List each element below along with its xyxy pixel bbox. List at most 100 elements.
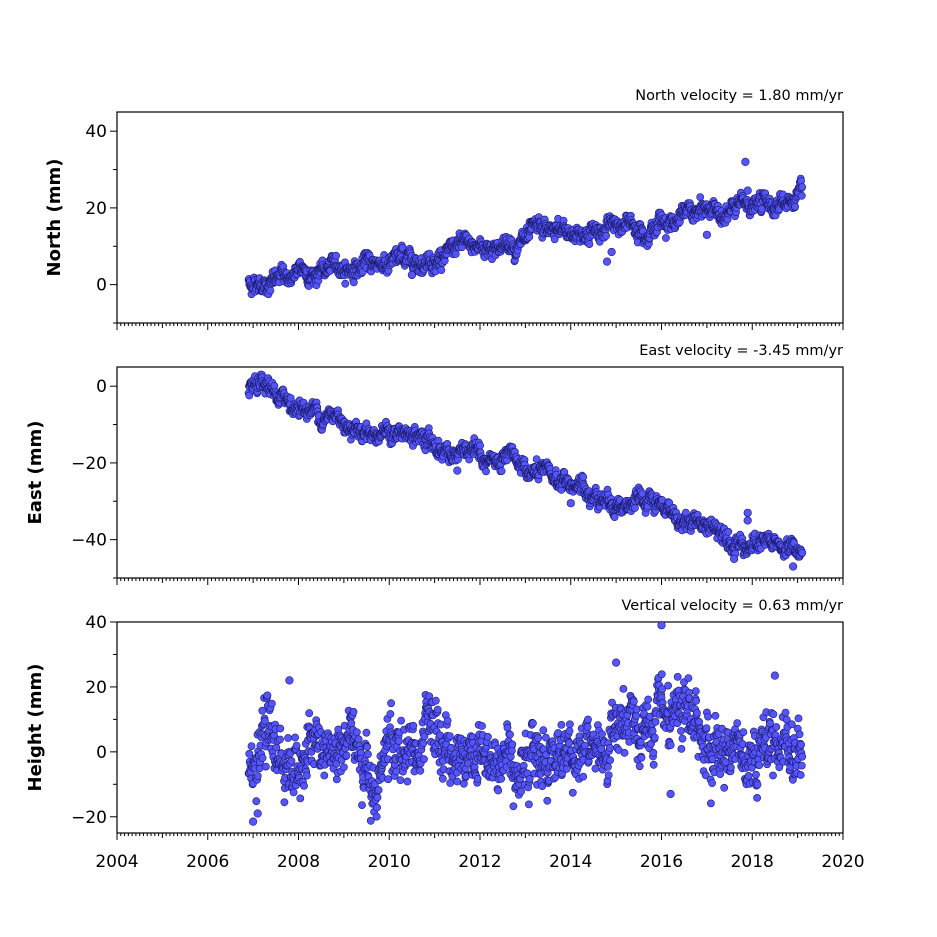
panel-title: North velocity = 1.80 mm/yr bbox=[635, 88, 843, 104]
data-point bbox=[684, 674, 693, 682]
data-point bbox=[296, 794, 305, 803]
data-point bbox=[258, 754, 267, 762]
data-point bbox=[267, 699, 276, 708]
data-point-outlier bbox=[607, 247, 616, 257]
data-point bbox=[566, 720, 574, 729]
data-point bbox=[302, 771, 311, 780]
data-point-outlier bbox=[743, 516, 752, 525]
data-point bbox=[341, 279, 350, 288]
data-point-outlier bbox=[253, 809, 262, 818]
y-axis-label: North (mm) bbox=[44, 159, 65, 277]
data-point bbox=[374, 786, 383, 794]
data-point bbox=[392, 767, 401, 776]
data-point bbox=[733, 719, 742, 727]
data-point bbox=[266, 286, 275, 295]
data-point-outlier bbox=[743, 186, 752, 195]
data-points bbox=[244, 157, 807, 299]
data-point bbox=[704, 712, 712, 721]
data-point bbox=[752, 770, 760, 779]
data-point bbox=[798, 183, 807, 191]
data-point-outlier bbox=[657, 621, 666, 630]
east-panel: 0 −20 −40 East velocity = -3.45 mm/yr East (… bbox=[25, 343, 844, 585]
data-point bbox=[403, 777, 412, 786]
data-point bbox=[494, 786, 503, 795]
data-point bbox=[565, 727, 574, 735]
data-point bbox=[581, 741, 589, 750]
data-point bbox=[720, 783, 729, 792]
data-point-outlier bbox=[602, 257, 612, 266]
data-point bbox=[565, 739, 573, 748]
data-point bbox=[797, 191, 806, 200]
data-point bbox=[362, 728, 371, 737]
data-point bbox=[673, 673, 682, 681]
data-point bbox=[539, 726, 548, 735]
y-tick-label: −20 bbox=[71, 808, 107, 828]
data-point bbox=[651, 718, 660, 726]
data-point bbox=[478, 722, 486, 730]
data-point bbox=[506, 730, 514, 739]
data-point bbox=[332, 251, 340, 260]
y-tick-label: 20 bbox=[85, 678, 107, 698]
data-point bbox=[482, 467, 490, 476]
data-point bbox=[727, 763, 735, 772]
y-tick-label: −40 bbox=[71, 531, 107, 551]
data-point bbox=[798, 752, 807, 761]
data-point bbox=[739, 728, 748, 736]
data-point bbox=[529, 719, 537, 728]
data-point bbox=[797, 740, 805, 749]
data-point bbox=[459, 779, 468, 788]
data-point bbox=[550, 235, 559, 244]
data-point bbox=[332, 775, 341, 784]
y-tick-label: 0 bbox=[96, 377, 107, 397]
data-point bbox=[363, 743, 371, 751]
data-point bbox=[358, 801, 366, 809]
data-point bbox=[692, 696, 701, 705]
data-point bbox=[796, 771, 805, 779]
panel-title: East velocity = -3.45 mm/yr bbox=[639, 343, 843, 359]
data-point bbox=[247, 742, 256, 750]
data-point bbox=[602, 231, 610, 240]
y-axis-label: East (mm) bbox=[25, 421, 46, 525]
data-point bbox=[724, 527, 733, 536]
data-point bbox=[781, 708, 790, 717]
data-point-outlier bbox=[702, 230, 712, 239]
data-point bbox=[591, 764, 600, 773]
data-point bbox=[637, 753, 646, 762]
y-tick-label: 40 bbox=[85, 613, 107, 633]
data-point bbox=[284, 734, 292, 742]
data-point bbox=[532, 455, 541, 463]
y-tick-label: −20 bbox=[71, 454, 107, 474]
data-point bbox=[476, 441, 484, 450]
data-point-outlier bbox=[453, 466, 462, 475]
data-point-outlier bbox=[407, 270, 417, 280]
data-point bbox=[431, 696, 440, 705]
data-point bbox=[583, 723, 592, 731]
data-point bbox=[396, 776, 405, 784]
data-point bbox=[664, 681, 672, 690]
data-point bbox=[483, 733, 492, 741]
data-point bbox=[438, 774, 447, 783]
data-point bbox=[289, 788, 298, 797]
data-point bbox=[419, 739, 428, 748]
data-point bbox=[557, 721, 566, 729]
data-point bbox=[610, 513, 619, 521]
data-point bbox=[497, 467, 506, 475]
y-tick-label: 20 bbox=[85, 199, 107, 219]
data-point bbox=[354, 735, 363, 744]
data-point bbox=[473, 775, 482, 783]
data-point bbox=[373, 793, 382, 802]
data-point bbox=[643, 702, 652, 711]
data-point bbox=[320, 771, 329, 780]
data-point bbox=[666, 741, 675, 749]
data-point bbox=[261, 762, 270, 771]
data-point bbox=[631, 504, 639, 512]
data-point bbox=[744, 772, 753, 780]
data-point-outlier bbox=[729, 554, 739, 563]
data-point bbox=[798, 548, 807, 557]
data-point bbox=[696, 193, 705, 201]
data-point bbox=[769, 710, 778, 719]
data-point bbox=[349, 708, 358, 716]
data-point bbox=[629, 697, 638, 706]
data-point bbox=[291, 733, 299, 742]
